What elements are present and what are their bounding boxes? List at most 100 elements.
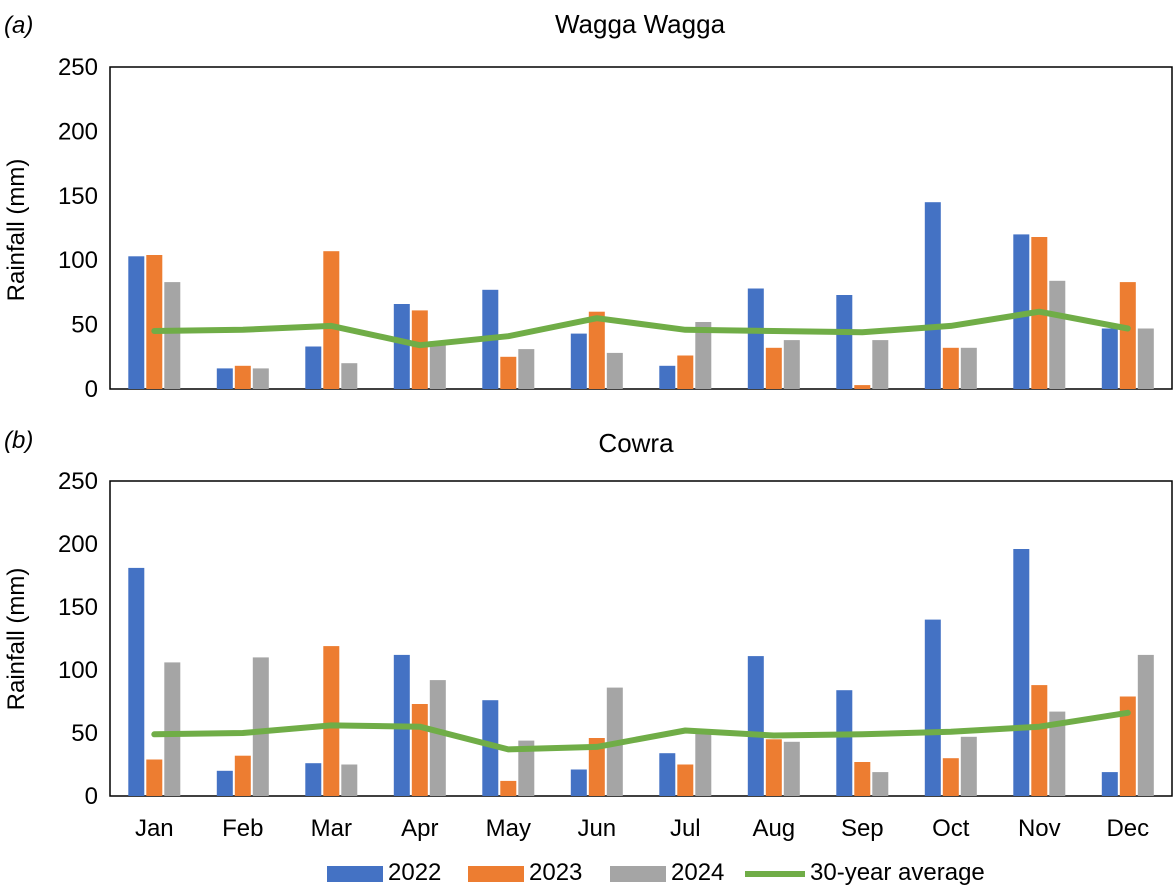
y-tick-label: 200 — [58, 531, 98, 558]
bar-2022-oct — [924, 619, 941, 796]
average-line — [151, 308, 1131, 349]
legend-label: 2023 — [529, 859, 582, 886]
bar-2024-feb — [252, 368, 269, 389]
series-line-30-year-average — [151, 308, 1131, 349]
bar-2022-sep — [836, 295, 853, 389]
bar-2022-jul — [659, 753, 676, 796]
bar-2024-dec — [1137, 328, 1154, 389]
y-axis-label: Rainfall (mm) — [3, 568, 30, 711]
bar-2022-feb — [216, 368, 233, 389]
panel-cowra: (b) Cowra Rainfall (mm) 050100150200250 … — [3, 427, 1173, 842]
x-tick-label: May — [486, 815, 531, 842]
panel-wagga-wagga: (a) Wagga Wagga Rainfall (mm) 0 50 100 150 2… — [3, 9, 1173, 403]
y-axis-label: Rainfall (mm) — [3, 159, 30, 302]
bar-2024-nov — [1049, 711, 1066, 796]
bar-2024-aug — [783, 741, 800, 796]
chart-title: Wagga Wagga — [555, 9, 726, 39]
bar-2023-mar — [323, 251, 340, 389]
bar-2023-sep — [854, 385, 871, 389]
bar-2023-oct — [942, 758, 959, 796]
y-tick-label: 250 — [58, 54, 98, 81]
series-line-30-year-average — [151, 709, 1131, 753]
x-tick-label: Jun — [577, 815, 616, 842]
x-tick-label: Dec — [1106, 815, 1149, 842]
y-tick-label: 0 — [85, 783, 98, 810]
bar-2023-jul — [677, 764, 694, 796]
bar-2024-apr — [429, 341, 446, 389]
panel-label-a: (a) — [4, 12, 33, 39]
legend: 2022 2023 2024 30-year average — [327, 859, 985, 886]
x-tick-labels: Jan Feb Mar Apr May Jun Jul Aug Sep Oct Nov Dec — [135, 815, 1149, 842]
bar-2023-jul — [677, 355, 694, 389]
bar-2024-mar — [341, 764, 358, 796]
bar-2022-dec — [1101, 328, 1118, 389]
x-tick-label: Apr — [401, 815, 438, 842]
bar-2022-dec — [1101, 772, 1118, 796]
legend-label: 30-year average — [810, 859, 985, 886]
bar-2023-mar — [323, 646, 340, 796]
bar-2024-jun — [606, 352, 623, 389]
bar-2023-jan — [146, 255, 163, 389]
bar-2022-jun — [570, 769, 587, 796]
bar-2022-may — [482, 700, 499, 796]
bar-2022-mar — [305, 346, 322, 389]
bars — [128, 202, 1154, 389]
y-tick-label: 50 — [71, 312, 98, 339]
bar-2022-nov — [1013, 549, 1030, 796]
bar-2023-aug — [765, 347, 782, 389]
legend-swatch-2022 — [327, 866, 383, 882]
y-tick-label: 100 — [58, 247, 98, 274]
bar-2022-jul — [659, 365, 676, 389]
bar-2024-aug — [783, 340, 800, 389]
bar-2024-sep — [872, 340, 889, 389]
legend-swatch-2024 — [610, 866, 666, 882]
y-tick-label: 100 — [58, 657, 98, 684]
y-tick-labels: 0 50 100 150 200 250 — [58, 468, 98, 810]
bar-2022-mar — [305, 763, 322, 796]
bar-2024-sep — [872, 772, 889, 796]
average-line — [151, 709, 1131, 753]
y-tick-label: 50 — [71, 720, 98, 747]
x-tick-label: Sep — [841, 815, 884, 842]
x-tick-label: Jan — [135, 815, 174, 842]
bar-2024-may — [518, 740, 535, 796]
bar-2024-nov — [1049, 280, 1066, 389]
bar-2022-jan — [128, 567, 145, 796]
bar-2023-jan — [146, 759, 163, 796]
x-tick-label: Mar — [311, 815, 352, 842]
bar-2023-sep — [854, 762, 871, 796]
bar-2022-aug — [747, 656, 764, 796]
bar-2023-apr — [411, 310, 428, 389]
bar-2023-jun — [588, 738, 605, 796]
plot-frame — [109, 480, 1173, 797]
y-tick-labels: 0 50 100 150 200 250 — [58, 54, 98, 403]
bar-2023-feb — [234, 365, 251, 389]
y-tick-label: 250 — [58, 468, 98, 495]
bar-2024-mar — [341, 363, 358, 389]
y-tick-label: 200 — [58, 118, 98, 145]
bar-2022-aug — [747, 288, 764, 389]
bar-2023-oct — [942, 347, 959, 389]
bar-2023-feb — [234, 755, 251, 796]
x-tick-label: Feb — [222, 815, 263, 842]
bar-2023-aug — [765, 739, 782, 796]
bar-2024-jan — [164, 282, 181, 389]
bar-2024-jul — [695, 731, 712, 796]
plot-frame — [109, 66, 1173, 390]
y-tick-label: 150 — [58, 183, 98, 210]
bar-2023-dec — [1119, 282, 1136, 389]
bar-2022-sep — [836, 690, 853, 796]
bar-2023-may — [500, 780, 517, 796]
bar-2023-nov — [1031, 685, 1048, 796]
bar-2023-may — [500, 356, 517, 389]
x-tick-label: Oct — [932, 815, 970, 842]
bar-2024-oct — [960, 736, 977, 796]
bar-2023-dec — [1119, 696, 1136, 796]
bar-2022-apr — [393, 304, 410, 389]
bar-2022-jan — [128, 256, 145, 389]
bar-2024-feb — [252, 657, 269, 796]
bar-2024-oct — [960, 347, 977, 389]
y-tick-label: 150 — [58, 594, 98, 621]
bar-2022-feb — [216, 770, 233, 796]
